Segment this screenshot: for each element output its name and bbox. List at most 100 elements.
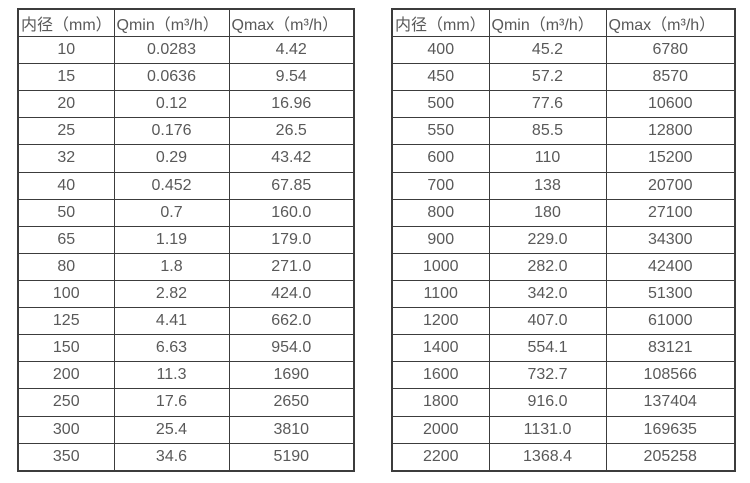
- table-cell: 0.176: [113, 117, 230, 146]
- table-cell: 16.96: [228, 90, 355, 119]
- table-cell: 300: [17, 415, 115, 444]
- table-row: 1800 916.0 137404: [391, 388, 736, 417]
- table-cell: 50: [17, 198, 115, 227]
- table-row: 125 4.41 662.0: [17, 307, 355, 336]
- table-cell: 0.29: [113, 144, 230, 173]
- table-cell: 34300: [605, 225, 736, 254]
- table-row: 50 0.7 160.0: [17, 198, 355, 227]
- table-cell: 65: [17, 225, 115, 254]
- table-cell: 282.0: [488, 252, 607, 281]
- table-cell: 229.0: [488, 225, 607, 254]
- table-cell: 407.0: [488, 307, 607, 336]
- table-cell: 732.7: [488, 361, 607, 390]
- table-row: 1600 732.7 108566: [391, 361, 736, 390]
- table-cell: 32: [17, 144, 115, 173]
- table-cell: 2650: [228, 388, 355, 417]
- table-cell: 800: [391, 198, 490, 227]
- table-cell: 1200: [391, 307, 490, 336]
- table-cell: 8570: [605, 63, 736, 92]
- table-cell: 10600: [605, 90, 736, 119]
- header-row: 内径（mm） Qmin（m³/h） Qmax（m³/h）: [391, 8, 736, 37]
- table-row: 32 0.29 43.42: [17, 144, 355, 173]
- table-row: 900 229.0 34300: [391, 225, 736, 254]
- table-cell: 1600: [391, 361, 490, 390]
- column-header: Qmax（m³/h）: [605, 8, 736, 37]
- table-row: 300 25.4 3810: [17, 415, 355, 444]
- flow-rate-table-left: 内径（mm） Qmin（m³/h） Qmax（m³/h） 10 0.0283 4.42 15…: [17, 8, 355, 472]
- table-cell: 500: [391, 90, 490, 119]
- table-cell: 0.0636: [113, 63, 230, 92]
- table-row: 25 0.176 26.5: [17, 117, 355, 146]
- table-cell: 40: [17, 171, 115, 200]
- table-cell: 42400: [605, 252, 736, 281]
- table-row: 800 180 27100: [391, 198, 736, 227]
- table-cell: 51300: [605, 279, 736, 309]
- table-cell: 0.452: [113, 171, 230, 200]
- table-cell: 900: [391, 225, 490, 254]
- table-cell: 6780: [605, 35, 736, 65]
- table-row: 1000 282.0 42400: [391, 252, 736, 281]
- table-cell: 1.19: [113, 225, 230, 254]
- table-cell: 1368.4: [488, 442, 607, 472]
- table-cell: 4.42: [228, 35, 355, 65]
- table-cell: 3810: [228, 415, 355, 444]
- table-row: 200 11.3 1690: [17, 361, 355, 390]
- table-cell: 450: [391, 63, 490, 92]
- column-header: Qmin（m³/h）: [113, 8, 230, 37]
- table-row: 2200 1368.4 205258: [391, 442, 736, 472]
- table-cell: 20: [17, 90, 115, 119]
- table-cell: 6.63: [113, 334, 230, 363]
- table-row: 1400 554.1 83121: [391, 334, 736, 363]
- table-row: 100 2.82 424.0: [17, 279, 355, 309]
- table-cell: 45.2: [488, 35, 607, 65]
- column-header: 内径（mm）: [391, 8, 490, 37]
- table-cell: 67.85: [228, 171, 355, 200]
- table-cell: 200: [17, 361, 115, 390]
- table-cell: 1100: [391, 279, 490, 309]
- table-cell: 11.3: [113, 361, 230, 390]
- table-cell: 83121: [605, 334, 736, 363]
- table-cell: 138: [488, 171, 607, 200]
- table-cell: 5190: [228, 442, 355, 472]
- table-row: 10 0.0283 4.42: [17, 35, 355, 65]
- table-cell: 27100: [605, 198, 736, 227]
- table-row: 350 34.6 5190: [17, 442, 355, 472]
- table-cell: 125: [17, 307, 115, 336]
- table-row: 700 138 20700: [391, 171, 736, 200]
- table-row: 1100 342.0 51300: [391, 279, 736, 309]
- table-row: 550 85.5 12800: [391, 117, 736, 146]
- table-cell: 2200: [391, 442, 490, 472]
- table-cell: 77.6: [488, 90, 607, 119]
- table-cell: 43.42: [228, 144, 355, 173]
- table-cell: 110: [488, 144, 607, 173]
- table-row: 80 1.8 271.0: [17, 252, 355, 281]
- table-row: 20 0.12 16.96: [17, 90, 355, 119]
- table-cell: 954.0: [228, 334, 355, 363]
- table-cell: 26.5: [228, 117, 355, 146]
- table-cell: 61000: [605, 307, 736, 336]
- table-cell: 662.0: [228, 307, 355, 336]
- table-cell: 150: [17, 334, 115, 363]
- table-cell: 17.6: [113, 388, 230, 417]
- table-row: 40 0.452 67.85: [17, 171, 355, 200]
- table-row: 15 0.0636 9.54: [17, 63, 355, 92]
- table-cell: 15200: [605, 144, 736, 173]
- table-row: 250 17.6 2650: [17, 388, 355, 417]
- table-cell: 1800: [391, 388, 490, 417]
- table-cell: 15: [17, 63, 115, 92]
- table-row: 600 110 15200: [391, 144, 736, 173]
- table-cell: 10: [17, 35, 115, 65]
- table-cell: 1.8: [113, 252, 230, 281]
- table-cell: 34.6: [113, 442, 230, 472]
- table-cell: 25: [17, 117, 115, 146]
- column-header: 内径（mm）: [17, 8, 115, 37]
- table-cell: 57.2: [488, 63, 607, 92]
- flow-rate-table-right: 内径（mm） Qmin（m³/h） Qmax（m³/h） 400 45.2 6780 450…: [391, 8, 736, 472]
- table-cell: 700: [391, 171, 490, 200]
- table-cell: 0.7: [113, 198, 230, 227]
- table-row: 400 45.2 6780: [391, 35, 736, 65]
- table-cell: 80: [17, 252, 115, 281]
- table-cell: 205258: [605, 442, 736, 472]
- table-cell: 554.1: [488, 334, 607, 363]
